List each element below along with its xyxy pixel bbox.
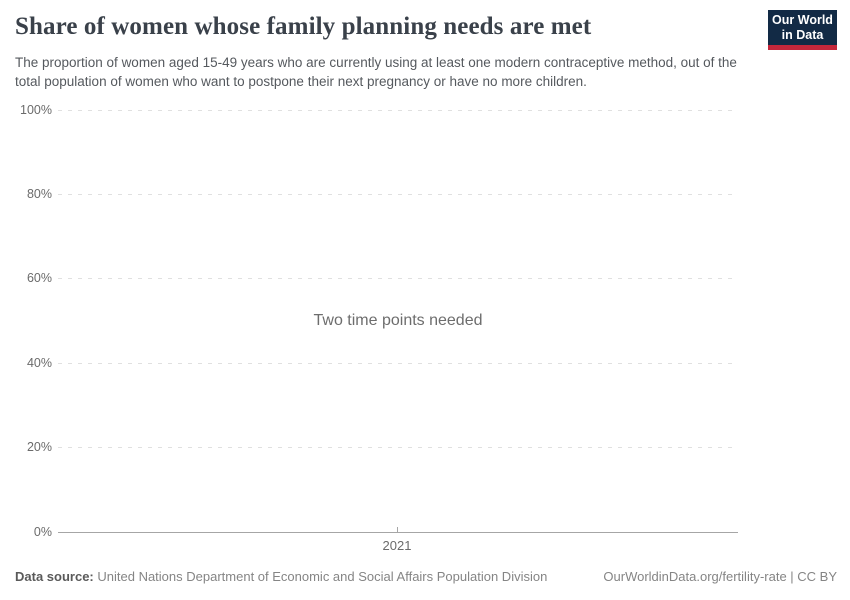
y-axis-tick-label-100: 100% [20, 103, 52, 117]
chart-footer: Data source: United Nations Department o… [15, 569, 837, 584]
gridline-60pct [58, 278, 738, 279]
gridline-20pct [58, 447, 738, 448]
owid-logo-line1: Our World [772, 12, 833, 27]
data-source-label: Data source: [15, 569, 94, 584]
chart-title: Share of women whose family planning nee… [15, 13, 592, 40]
chart-subtitle: The proportion of women aged 15-49 years… [15, 55, 737, 89]
y-axis-tick-label-40: 40% [26, 356, 52, 370]
empty-state-message: Two time points needed [313, 312, 483, 329]
data-source-value: United Nations Department of Economic an… [97, 569, 548, 584]
y-axis-tick-label-20: 20% [26, 440, 52, 454]
x-axis-tick-label-2021: 2021 [382, 538, 412, 553]
owid-logo[interactable]: Our World in Data [768, 10, 837, 50]
data-source-line: Data source: United Nations Department o… [15, 569, 547, 584]
y-axis-tick-label-0: 0% [33, 525, 52, 539]
x-axis-line [58, 532, 738, 533]
gridline-40pct [58, 363, 738, 364]
gridline-100pct [58, 110, 738, 111]
y-axis-tick-label-80: 80% [26, 187, 52, 201]
owid-logo-line2: in Data [781, 27, 824, 42]
gridline-80pct [58, 194, 738, 195]
y-axis-tick-label-60: 60% [26, 271, 52, 285]
attribution-text: OurWorldinData.org/fertility-rate | CC B… [603, 569, 837, 584]
x-axis-tick-mark [397, 527, 398, 532]
